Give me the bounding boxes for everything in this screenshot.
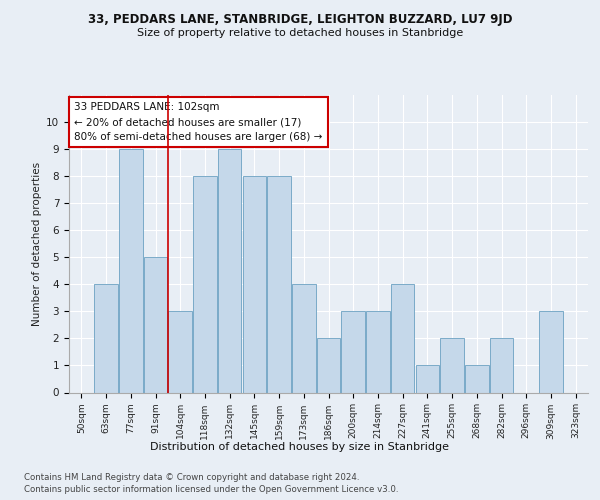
Y-axis label: Number of detached properties: Number of detached properties — [32, 162, 42, 326]
Text: Distribution of detached houses by size in Stanbridge: Distribution of detached houses by size … — [151, 442, 449, 452]
Text: 33 PEDDARS LANE: 102sqm
← 20% of detached houses are smaller (17)
80% of semi-de: 33 PEDDARS LANE: 102sqm ← 20% of detache… — [74, 102, 323, 142]
Text: Size of property relative to detached houses in Stanbridge: Size of property relative to detached ho… — [137, 28, 463, 38]
Bar — [169, 312, 192, 392]
Bar — [416, 366, 439, 392]
Text: 33, PEDDARS LANE, STANBRIDGE, LEIGHTON BUZZARD, LU7 9JD: 33, PEDDARS LANE, STANBRIDGE, LEIGHTON B… — [88, 12, 512, 26]
Bar — [242, 176, 266, 392]
Bar — [119, 149, 143, 392]
Text: Contains HM Land Registry data © Crown copyright and database right 2024.: Contains HM Land Registry data © Crown c… — [24, 472, 359, 482]
Bar — [539, 312, 563, 392]
Bar — [268, 176, 291, 392]
Bar — [366, 312, 389, 392]
Bar — [292, 284, 316, 393]
Bar — [341, 312, 365, 392]
Bar — [193, 176, 217, 392]
Bar — [94, 284, 118, 393]
Bar — [490, 338, 513, 392]
Bar — [440, 338, 464, 392]
Bar — [391, 284, 415, 393]
Bar — [144, 258, 167, 392]
Bar — [218, 149, 241, 392]
Bar — [317, 338, 340, 392]
Bar — [465, 366, 488, 392]
Text: Contains public sector information licensed under the Open Government Licence v3: Contains public sector information licen… — [24, 485, 398, 494]
